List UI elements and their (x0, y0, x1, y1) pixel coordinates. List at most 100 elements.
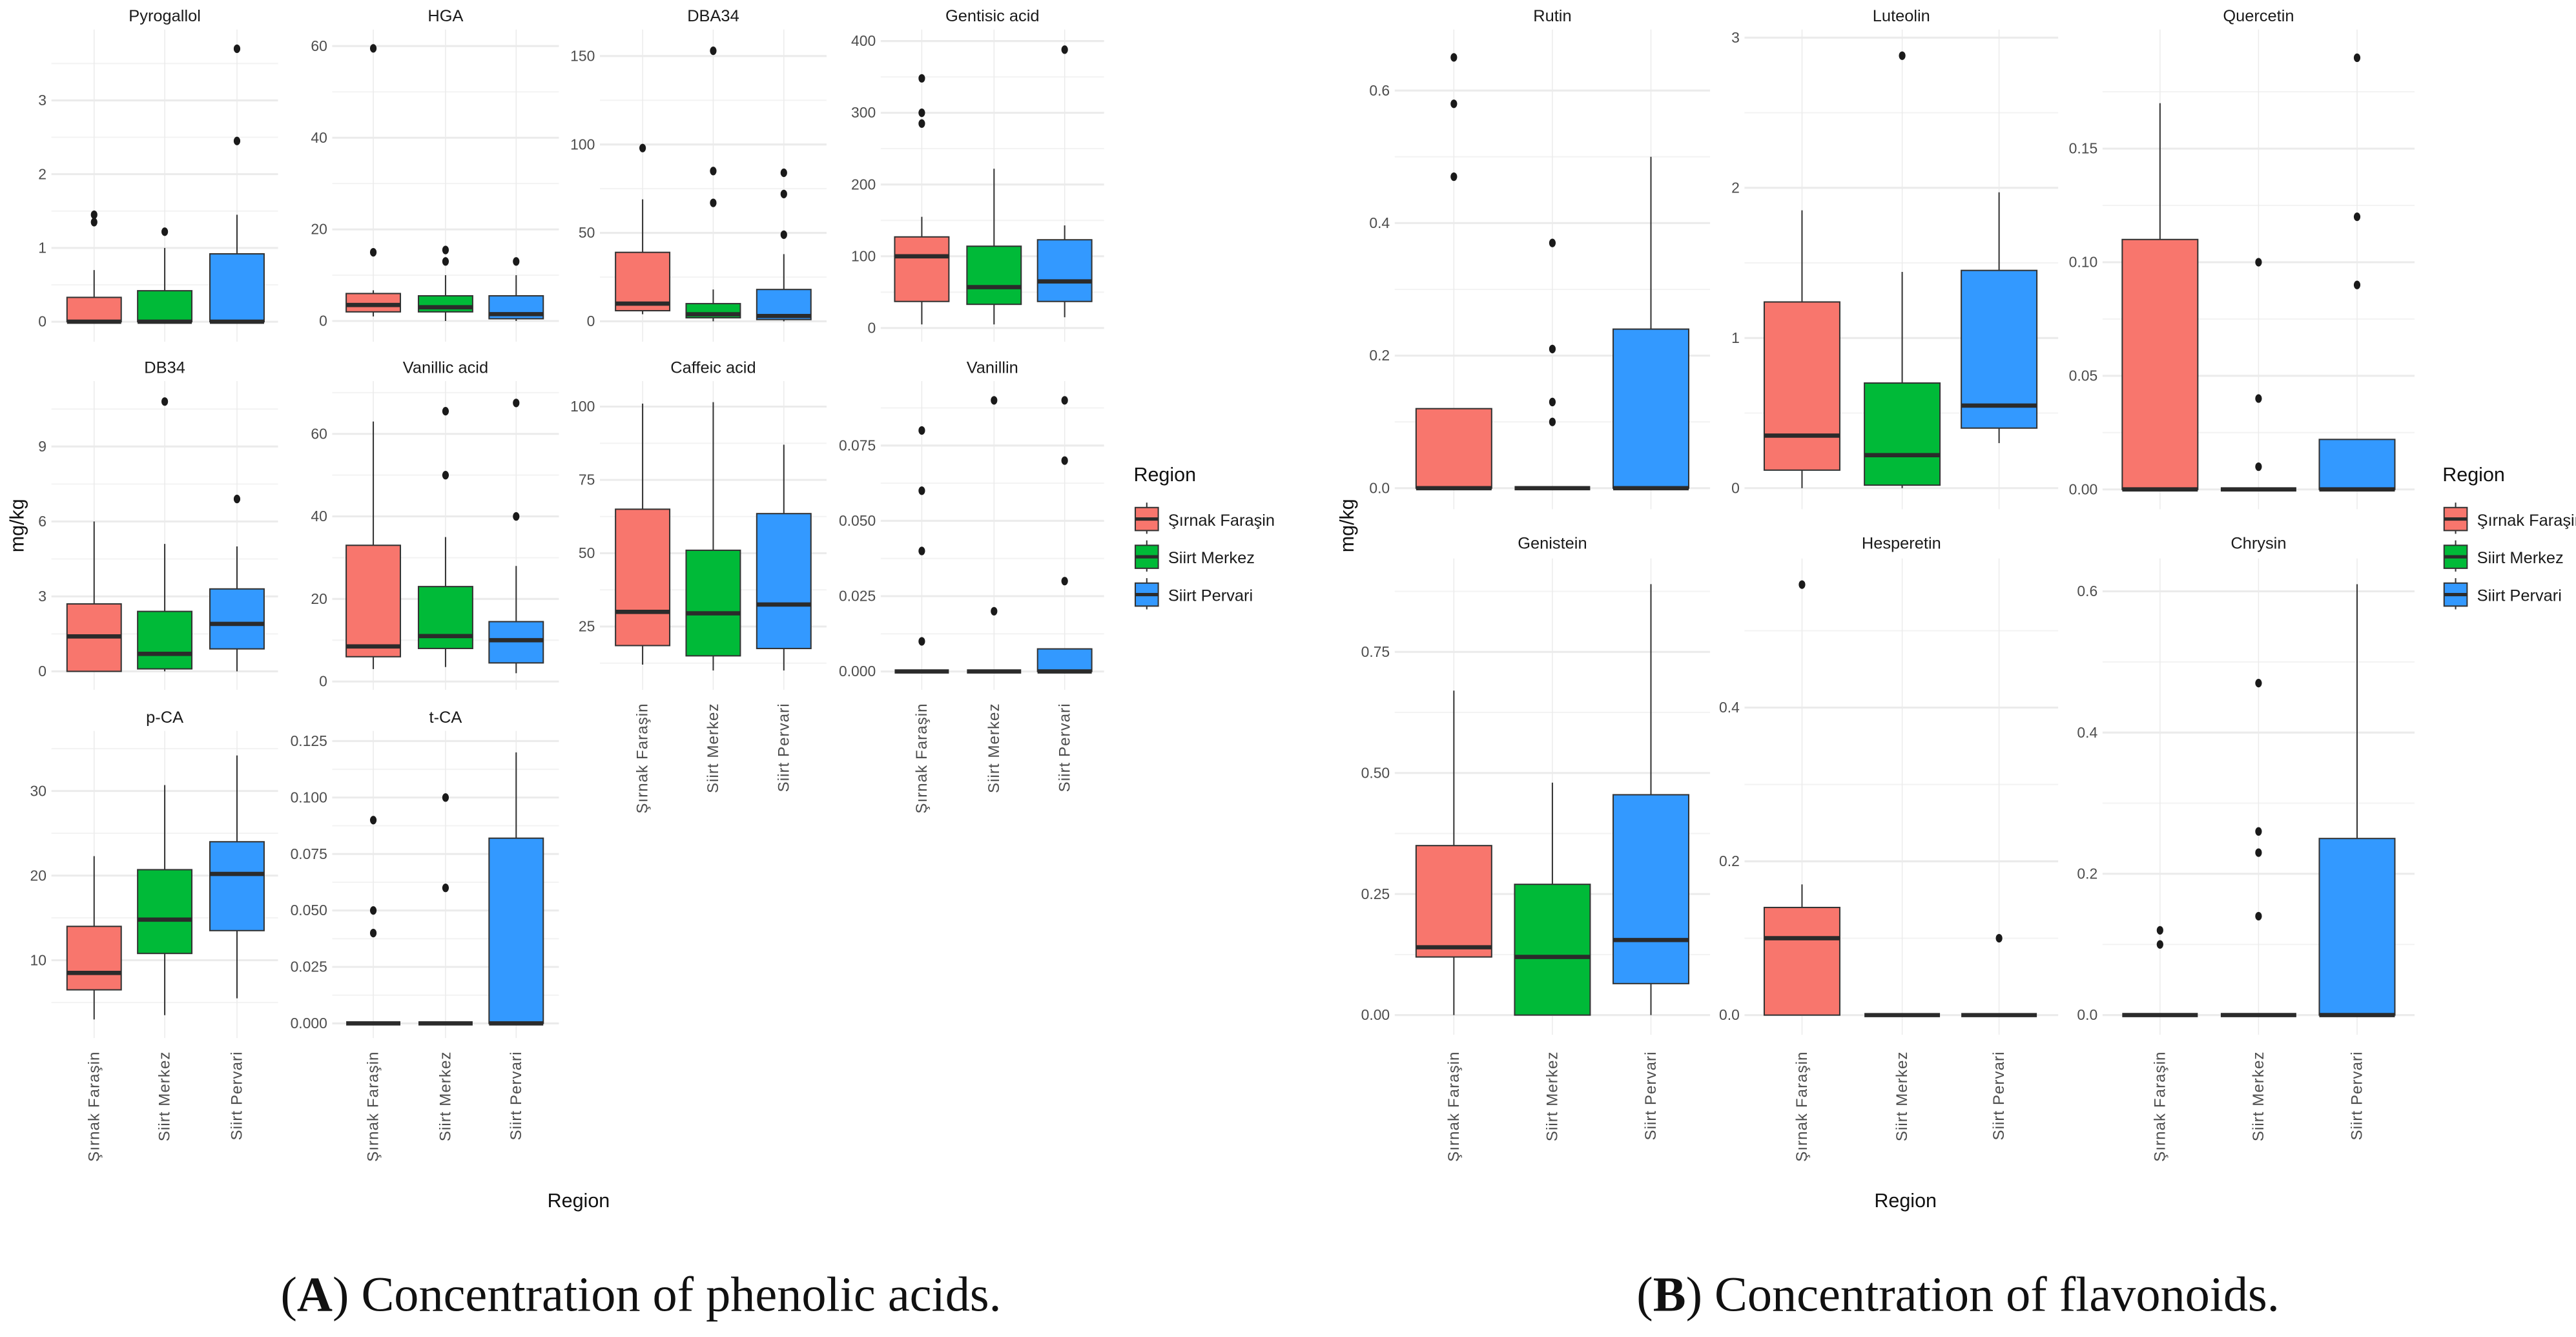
legend-item-siirt-merkez: Siirt Merkez (2443, 540, 2564, 572)
box-iqr (137, 869, 193, 955)
box-siirt-merkez (2220, 679, 2296, 1017)
box-iqr (966, 245, 1022, 306)
x-tick-label: Siirt Pervari (2349, 1052, 2366, 1141)
outlier-point (1061, 577, 1068, 586)
box-siirt-pervari (2318, 53, 2396, 492)
legend-label: Siirt Pervari (2477, 587, 2562, 605)
x-tick-label: Siirt Merkez (985, 703, 1003, 793)
y-tick-label: 3 (38, 588, 46, 605)
box-iqr (345, 293, 402, 313)
facet-title: t-CA (429, 709, 462, 727)
outlier-point (442, 471, 449, 480)
box-iqr (894, 236, 950, 302)
x-tick-label: Siirt Pervari (1056, 703, 1073, 792)
box-iqr (66, 926, 122, 991)
box-siirt-pervari (488, 752, 544, 1026)
y-tick-label: 0.2 (1719, 853, 1740, 869)
y-tick-label: 2 (38, 165, 46, 182)
box-iqr (1763, 906, 1840, 1016)
y-tick-label: 0.100 (291, 789, 327, 805)
y-tick-label: 0.6 (1369, 82, 1390, 99)
facet-panel-vanillin: 0.000 0.025 0.050 0.075 Vanillin Şırnak Faraş… (839, 358, 1104, 814)
outlier-point (918, 74, 925, 83)
box-siirt-pervari (209, 755, 265, 999)
legend-item-siirt-pervari: Siirt Pervari (1134, 578, 1253, 610)
y-tick-label: 3 (38, 92, 46, 109)
facet-panel-hesperetin: 0.0 0.2 0.4 Hesperetin Şırnak Faraşin Siirt M… (1719, 534, 2059, 1162)
box-iqr (488, 837, 544, 1024)
outlier-point (1549, 397, 1556, 407)
caption-b: (B) Concentration of flavonoids. (1636, 1267, 2280, 1321)
y-tick-label: 0.00 (1361, 1006, 1390, 1023)
outlier-point (233, 44, 241, 54)
outlier-point (161, 397, 169, 406)
box-iqr (1415, 408, 1492, 489)
caption-a-open: ( (281, 1267, 297, 1321)
box-siirt-merkez (966, 169, 1022, 325)
x-tick-label: Siirt Merkez (1544, 1052, 1561, 1142)
legend-item--rnak-fara-in: Şırnak Faraşin (1134, 503, 1275, 534)
y-tick-label: 3 (1731, 29, 1740, 46)
box-iqr (1036, 239, 1093, 302)
outlier-point (2255, 848, 2262, 857)
facet-title: Vanillic acid (403, 358, 488, 377)
x-tick-label: Şırnak Faraşin (1793, 1052, 1811, 1162)
box-siirt-merkez (967, 396, 1022, 674)
y-tick-label: 0 (867, 319, 876, 336)
box-iqr (615, 251, 671, 312)
box-siirt-pervari (1961, 192, 2038, 444)
box-iqr (1612, 328, 1690, 489)
x-tick-label: Siirt Merkez (1893, 1052, 1911, 1142)
outlier-point (1061, 45, 1068, 54)
facet-panel-caffeic-acid: 25 50 75 100 Caffeic acid Şırnak Faraşin Siirt… (570, 358, 827, 814)
legend-item--rnak-fara-in: Şırnak Faraşin (2443, 503, 2576, 534)
x-tick-label: Siirt Pervari (508, 1052, 525, 1141)
facet-title: Luteolin (1873, 7, 1930, 25)
outlier-point (513, 399, 520, 408)
outlier-point (442, 245, 449, 254)
y-tick-label: 0.25 (1361, 886, 1390, 902)
box-siirt-pervari (1612, 156, 1690, 491)
y-tick-label: 0 (38, 313, 46, 330)
facet-panel-quercetin: 0.00 0.05 0.10 0.15 Quercetin (2069, 7, 2415, 510)
facet-title: Vanillin (967, 358, 1018, 377)
y-tick-label: 0.125 (291, 732, 327, 749)
box-iqr (2318, 439, 2396, 490)
box--rnak-fara-in (2121, 103, 2199, 492)
box--rnak-fara-in (66, 521, 122, 672)
facet-title: Quercetin (2223, 7, 2294, 25)
caption-a-label: A (297, 1267, 333, 1321)
y-axis-label-b: mg/kg (1336, 499, 1358, 552)
outlier-point (2156, 940, 2163, 949)
outlier-point (918, 546, 925, 555)
y-tick-label: 75 (579, 472, 595, 488)
box-siirt-pervari (209, 44, 265, 324)
outlier-point (1061, 396, 1068, 405)
box-siirt-pervari (1036, 396, 1093, 674)
y-tick-label: 0.50 (1361, 764, 1390, 781)
caption-a-text: ) Concentration of phenolic acids. (333, 1267, 1002, 1321)
caption-a: (A) Concentration of phenolic acids. (281, 1267, 1002, 1321)
outlier-point (513, 512, 520, 521)
y-tick-label: 0 (1731, 479, 1740, 496)
x-axis-label-b: Region (1874, 1190, 1937, 1212)
y-tick-label: 0.000 (839, 663, 876, 679)
x-tick-label: Şırnak Faraşin (85, 1052, 103, 1162)
y-axis-label-a: mg/kg (6, 499, 28, 552)
outlier-point (1549, 417, 1556, 426)
box--rnak-fara-in (66, 856, 122, 1020)
y-tick-label: 0.025 (839, 588, 876, 605)
x-tick-label: Şırnak Faraşin (1445, 1052, 1463, 1162)
legend-b: Region Şırnak Faraşin Siirt Merkez Siirt Pe… (2442, 464, 2576, 610)
y-tick-label: 0 (319, 313, 327, 329)
box-siirt-merkez (418, 793, 473, 1026)
y-tick-label: 100 (570, 136, 595, 152)
x-tick-label: Şırnak Faraşin (913, 703, 931, 813)
outlier-point (2255, 462, 2262, 472)
box-iqr (137, 290, 193, 323)
outlier-point (1549, 238, 1556, 247)
outlier-point (369, 928, 377, 938)
y-tick-label: 30 (30, 782, 46, 799)
box-siirt-pervari (1961, 933, 2037, 1017)
facet-title: p-CA (146, 709, 183, 727)
